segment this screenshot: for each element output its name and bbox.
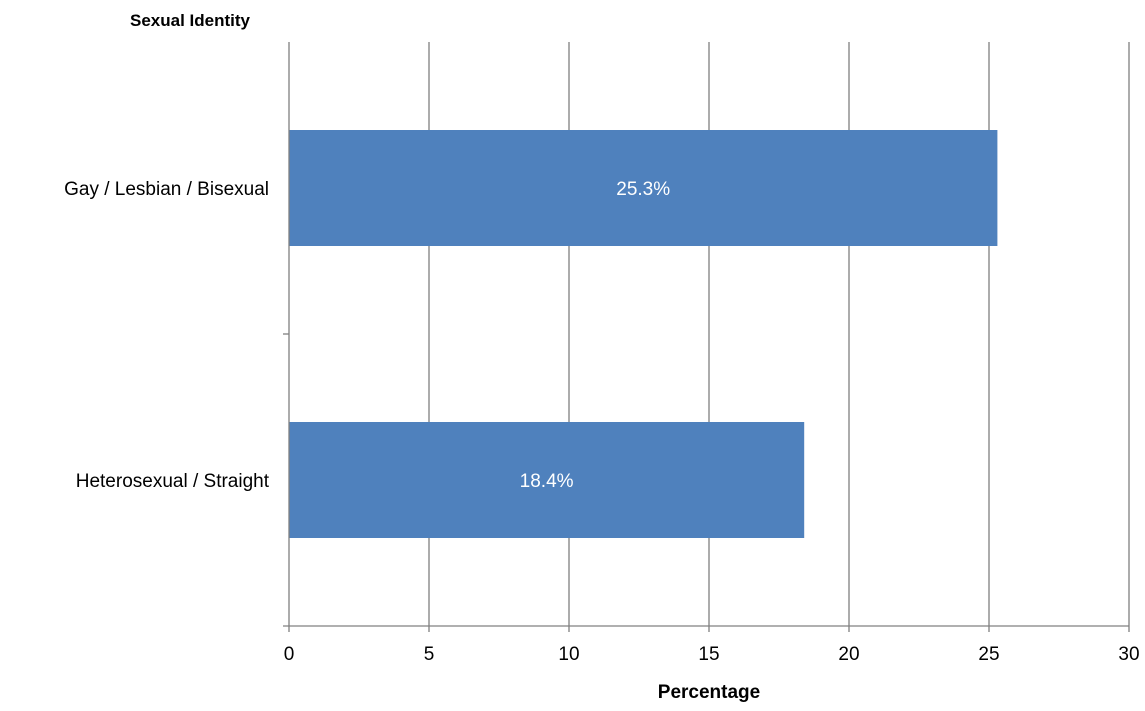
x-axis-title: Percentage — [658, 682, 760, 703]
x-tick-label: 20 — [838, 644, 859, 665]
labels: 0 5 10 15 20 25 30 Gay / Lesbian / Bisexual 25.3… — [64, 179, 1139, 665]
y-axis-title: Sexual Identity — [130, 11, 251, 30]
x-tick-label: 5 — [424, 644, 435, 665]
data-label: 18.4% — [520, 471, 574, 492]
x-tick-label: 10 — [558, 644, 579, 665]
x-tick-label: 30 — [1118, 644, 1139, 665]
x-tick-label: 15 — [698, 644, 719, 665]
bars — [289, 130, 998, 538]
axes — [283, 42, 1130, 632]
category-label: Heterosexual / Straight — [76, 471, 270, 492]
gridlines — [428, 42, 1130, 626]
data-label: 25.3% — [616, 179, 670, 200]
category-label: Gay / Lesbian / Bisexual — [64, 179, 269, 200]
bar-1 — [289, 130, 998, 246]
bar-2 — [289, 422, 805, 538]
x-tick-label: 0 — [284, 644, 295, 665]
x-tick-label: 25 — [978, 644, 999, 665]
